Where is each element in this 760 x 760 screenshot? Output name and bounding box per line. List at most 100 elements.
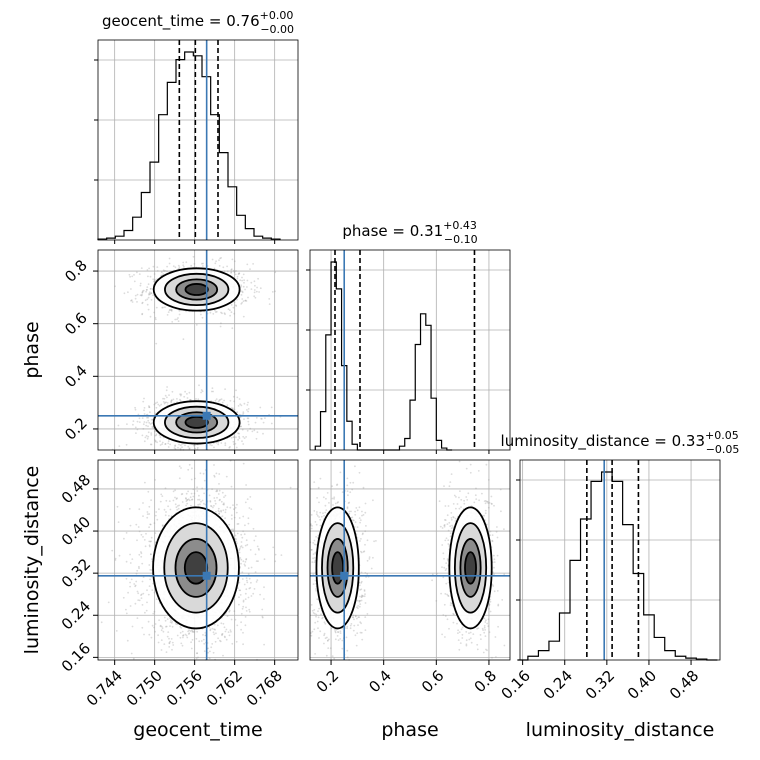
scatter-point — [233, 269, 235, 272]
scatter-point — [247, 401, 249, 404]
scatter-point — [202, 634, 204, 636]
scatter-point — [149, 443, 152, 446]
truth-marker — [202, 411, 211, 420]
scatter-point — [270, 422, 273, 425]
scatter-point — [236, 411, 239, 413]
scatter-point — [155, 598, 158, 600]
scatter-point — [165, 511, 167, 513]
scatter-point — [163, 616, 166, 619]
scatter-point — [176, 505, 179, 507]
scatter-point — [129, 524, 132, 527]
scatter-point — [147, 296, 150, 299]
scatter-point — [314, 653, 316, 655]
panel-title-phase: phase = 0.31+0.43 −0.10 — [342, 219, 477, 246]
scatter-point — [141, 312, 144, 315]
scatter-point — [170, 310, 173, 312]
scatter-point — [242, 443, 245, 445]
scatter-point — [118, 445, 121, 447]
scatter-point — [141, 301, 144, 304]
scatter-point — [129, 605, 132, 607]
scatter-point — [170, 399, 173, 402]
scatter-point — [148, 292, 151, 295]
scatter-point — [147, 431, 150, 434]
scatter-point — [138, 553, 141, 556]
scatter-point — [144, 436, 147, 439]
scatter-point — [137, 413, 140, 416]
scatter-point — [171, 620, 174, 623]
scatter-point — [153, 280, 156, 283]
scatter-point — [241, 546, 244, 549]
scatter-point — [193, 630, 196, 633]
scatter-point — [230, 630, 232, 633]
scatter-point — [240, 562, 242, 565]
y-tick-label-phase: 0.2 — [61, 414, 91, 444]
scatter-point — [246, 579, 248, 582]
scatter-point — [188, 463, 191, 466]
scatter-point — [174, 444, 177, 447]
scatter-point — [229, 506, 232, 509]
scatter-point — [316, 514, 319, 517]
scatter-point — [229, 446, 231, 448]
scatter-point — [214, 399, 217, 402]
scatter-point — [145, 421, 148, 424]
scatter-point — [130, 288, 132, 290]
scatter-point — [171, 390, 174, 393]
scatter-point — [163, 402, 166, 405]
scatter-point — [183, 395, 186, 398]
scatter-point — [171, 648, 173, 651]
scatter-point — [219, 257, 222, 260]
scatter-point — [139, 282, 142, 285]
scatter-point — [145, 609, 148, 612]
scatter-point — [141, 293, 143, 296]
scatter-point — [131, 625, 134, 628]
scatter-point — [214, 309, 216, 312]
scatter-point — [186, 393, 188, 395]
scatter-point — [195, 637, 198, 640]
scatter-point — [147, 593, 150, 596]
scatter-point — [334, 502, 337, 505]
scatter-point — [150, 540, 152, 543]
scatter-point — [224, 517, 227, 520]
scatter-point — [176, 318, 178, 321]
scatter-point — [145, 532, 147, 535]
scatter-point — [238, 272, 241, 275]
scatter-point — [132, 423, 134, 426]
scatter-point — [203, 642, 206, 645]
scatter-point — [131, 558, 134, 560]
scatter-point — [203, 492, 206, 495]
scatter-point — [257, 277, 259, 280]
scatter-point — [358, 605, 361, 608]
scatter-point — [241, 298, 244, 300]
scatter-point — [313, 539, 316, 542]
scatter-point — [135, 432, 137, 434]
scatter-point — [244, 524, 246, 527]
scatter-point — [202, 265, 204, 267]
scatter-point — [232, 306, 235, 309]
scatter-point — [148, 406, 151, 408]
scatter-point — [158, 619, 161, 622]
scatter-point — [240, 541, 243, 543]
scatter-point — [251, 430, 254, 433]
scatter-point — [129, 585, 132, 588]
scatter-point — [154, 479, 157, 481]
scatter-point — [185, 497, 187, 500]
scatter-point — [134, 294, 137, 297]
scatter-point — [231, 407, 234, 410]
scatter-phase_vs_luminosity_distance — [309, 460, 506, 661]
scatter-point — [224, 511, 227, 514]
scatter-point — [242, 605, 245, 608]
scatter-point — [147, 283, 150, 286]
scatter-point — [167, 440, 170, 443]
scatter-point — [141, 290, 144, 293]
scatter-point — [148, 405, 150, 407]
scatter-point — [232, 504, 234, 506]
panel-frame — [97, 39, 299, 241]
scatter-point — [254, 553, 257, 556]
scatter-point — [168, 500, 171, 502]
scatter-point — [253, 588, 256, 590]
scatter-point — [151, 422, 153, 425]
scatter-point — [223, 496, 225, 498]
scatter-point — [184, 390, 187, 393]
scatter-point — [165, 401, 168, 404]
scatter-point — [233, 260, 236, 263]
